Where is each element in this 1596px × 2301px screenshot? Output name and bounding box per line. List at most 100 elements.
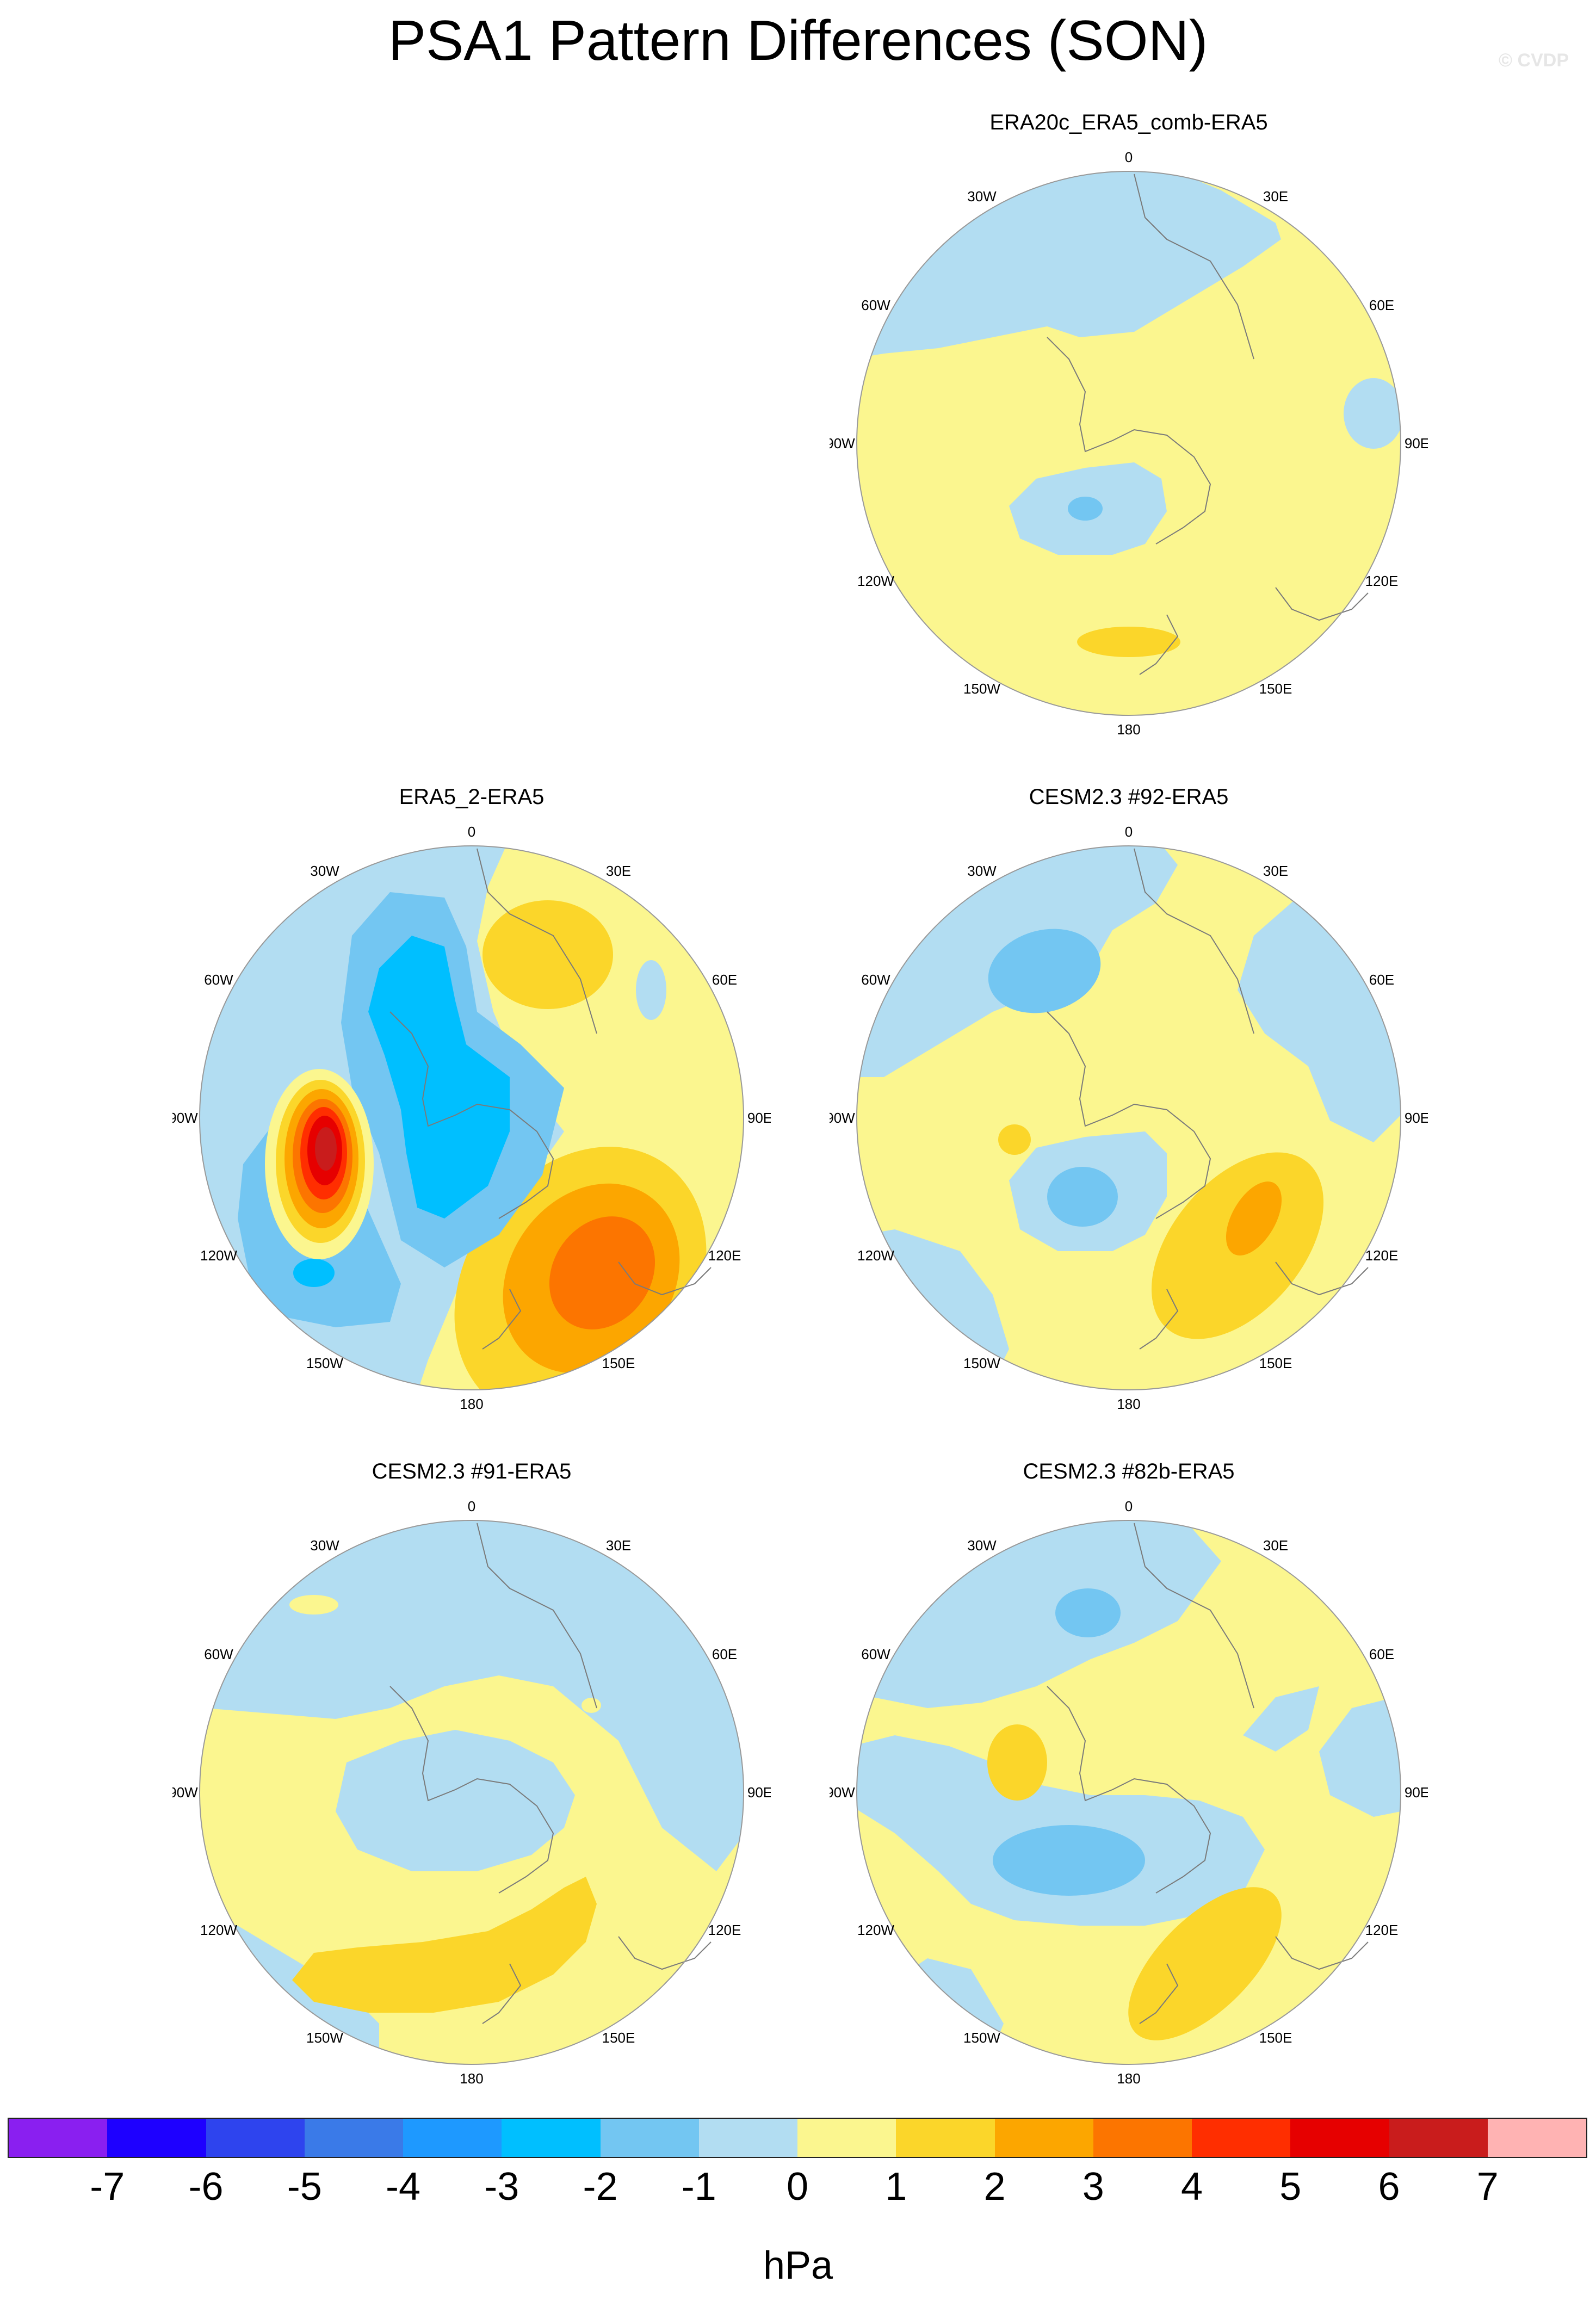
colorbar-swatch [9, 2119, 108, 2157]
lon-label: 120E [708, 1922, 741, 1938]
lon-label: 180 [1117, 2070, 1140, 2087]
lon-label: 0 [468, 1498, 475, 1514]
lon-label: 120W [857, 573, 894, 589]
coastlines [1047, 848, 1369, 1350]
anomaly-contour-negative [993, 1825, 1145, 1896]
watermark: © CVDP [1499, 50, 1569, 71]
coastline [1275, 1261, 1369, 1296]
lon-label: 180 [1117, 1396, 1140, 1412]
anomaly-contour-positive [315, 1127, 337, 1171]
lon-label: 120E [1365, 1922, 1399, 1938]
panel-title: CESM2.3 #91-ERA5 [372, 1459, 572, 1483]
lon-label: 30W [967, 1537, 997, 1554]
anomaly-contour-negative [988, 929, 1101, 1013]
lon-label: 0 [468, 824, 475, 840]
lon-label: 30E [1263, 1537, 1288, 1554]
coastline [477, 848, 597, 1034]
lon-label: 90W [172, 1784, 198, 1801]
lon-label: 90W [830, 435, 855, 451]
lon-label: 150W [306, 2030, 343, 2046]
lon-label: 120W [200, 1247, 237, 1264]
map-boundary [199, 1520, 744, 2065]
lon-label: 150E [1259, 1355, 1292, 1371]
anomaly-contour-positive [1077, 627, 1180, 657]
colorbar-swatch [1487, 2119, 1586, 2157]
lon-label: 30W [967, 863, 997, 879]
map-boundary [856, 845, 1401, 1390]
polar-map: 0 30E 60E 90E 120E 150E 180 150W 120W 90… [830, 149, 1428, 738]
colorbar-tick-label: -6 [188, 2165, 224, 2209]
coastline [1134, 174, 1254, 360]
lon-label: 0 [1125, 149, 1133, 165]
map-panel-cesm91: CESM2.3 #91-ERA5 0 30E 60E 90E 120E 150E… [172, 1458, 771, 2121]
colorbar-swatch [1192, 2119, 1291, 2157]
anomaly-contour-positive [289, 1595, 338, 1615]
map-boundary [199, 845, 744, 1390]
coastline [1275, 587, 1369, 621]
panel-title: ERA20c_ERA5_comb-ERA5 [989, 110, 1268, 134]
coastline [1047, 1011, 1211, 1219]
lon-label: 150E [602, 1355, 635, 1371]
longitude-labels: 0 30E 60E 90E 120E 150E 180 150W 120W 90… [830, 149, 1428, 738]
anomaly-contour-negative [336, 1730, 575, 1871]
polar-map: 0 30E 60E 90E 120E 150E 180 150W 120W 90… [172, 1498, 771, 2087]
lon-label: 120E [708, 1247, 741, 1264]
lon-label: 150W [963, 2030, 1000, 2046]
coastlines [389, 1523, 712, 2024]
lon-label: 150W [963, 681, 1000, 697]
map-boundary [856, 171, 1401, 716]
anomaly-contour-positive [998, 1124, 1031, 1155]
lon-label: 60E [1369, 297, 1394, 313]
anomaly-contour-negative [636, 960, 666, 1020]
lon-label: 60W [861, 972, 890, 988]
figure-title: PSA1 Pattern Differences (SON) [388, 9, 1208, 72]
lon-label: 150E [1259, 681, 1292, 697]
lon-label: 90W [172, 1110, 198, 1126]
lon-label: 90E [1405, 435, 1428, 451]
lon-label: 60W [861, 1646, 890, 1662]
lon-label: 0 [1125, 824, 1133, 840]
colorbar-tick-label: -3 [484, 2165, 519, 2209]
coastline [389, 1011, 554, 1219]
coastlines [1047, 174, 1369, 675]
colorbar-swatch [107, 2119, 206, 2157]
lon-label: 30E [1263, 188, 1288, 205]
lon-label: 150E [602, 2030, 635, 2046]
anomaly-contour-negative [1344, 378, 1401, 449]
coastlines [389, 848, 712, 1350]
anomaly-contour-negative [368, 936, 510, 1218]
lon-label: 120W [200, 1922, 237, 1938]
longitude-labels: 0 30E 60E 90E 120E 150E 180 150W 120W 90… [172, 824, 771, 1412]
anomaly-contour-negative [1319, 1697, 1401, 1817]
colorbar [8, 2118, 1587, 2158]
colorbar-tick-label: -5 [287, 2165, 322, 2209]
colorbar-swatch [1290, 2119, 1389, 2157]
lon-label: 30W [967, 188, 997, 205]
lon-label: 60E [1369, 1646, 1394, 1662]
lon-label: 30W [310, 863, 339, 879]
lon-label: 30E [1263, 863, 1288, 879]
coastline [618, 1936, 712, 1970]
anomaly-contour-negative [1243, 1686, 1319, 1752]
map-boundary [856, 1520, 1401, 2065]
anomaly-contour-positive [549, 1216, 655, 1329]
longitude-labels: 0 30E 60E 90E 120E 150E 180 150W 120W 90… [830, 1498, 1428, 2087]
coastline [1139, 614, 1179, 675]
anomaly-contour-negative [1330, 1958, 1401, 2064]
lon-label: 90E [1405, 1784, 1428, 1801]
map-panel-era5-2: ERA5_2-ERA5 [172, 783, 771, 1447]
longitude-labels: 0 30E 60E 90E 120E 150E 180 150W 120W 90… [172, 1498, 771, 2087]
polar-map: 0 30E 60E 90E 120E 150E 180 150W 120W 90… [830, 1498, 1428, 2087]
polar-map: 0 30E 60E 90E 120E 150E 180 150W 120W 90… [830, 824, 1428, 1412]
anomaly-contour-positive [292, 1877, 597, 2013]
anomaly-contour-positive [1226, 1182, 1282, 1255]
lon-label: 90E [747, 1784, 771, 1801]
lon-label: 120W [857, 1922, 894, 1938]
coastlines [1047, 1523, 1369, 2024]
colorbar-swatch [206, 2119, 305, 2157]
panel-title: CESM2.3 #82b-ERA5 [1023, 1459, 1235, 1483]
lon-label: 120E [1365, 573, 1399, 589]
coastline [389, 1686, 554, 1894]
longitude-labels: 0 30E 60E 90E 120E 150E 180 150W 120W 90… [830, 824, 1428, 1412]
anomaly-contour-negative [1055, 1588, 1121, 1637]
